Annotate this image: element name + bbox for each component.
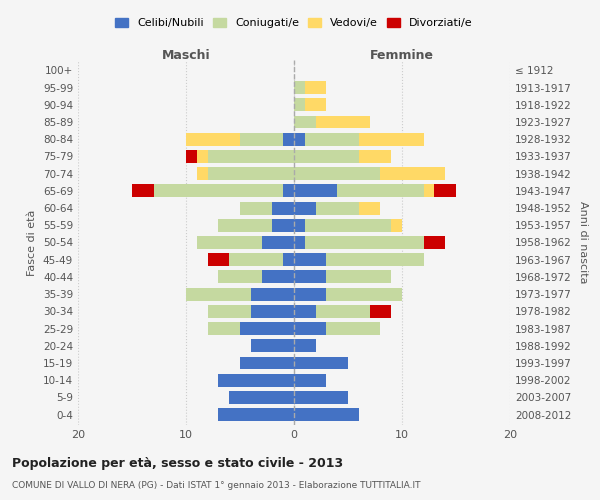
Legend: Celibi/Nubili, Coniugati/e, Vedovi/e, Divorziati/e: Celibi/Nubili, Coniugati/e, Vedovi/e, Di… <box>112 14 476 32</box>
Bar <box>359 202 380 214</box>
Bar <box>262 270 294 283</box>
Bar <box>294 356 348 370</box>
Bar <box>272 219 294 232</box>
Bar <box>240 202 272 214</box>
Bar <box>251 305 294 318</box>
Bar <box>305 219 391 232</box>
Bar <box>305 98 326 111</box>
Bar <box>294 81 305 94</box>
Bar <box>326 270 391 283</box>
Bar <box>208 254 229 266</box>
Bar <box>218 270 262 283</box>
Bar <box>294 374 326 386</box>
Bar <box>240 322 294 335</box>
Bar <box>359 132 424 145</box>
Text: COMUNE DI VALLO DI NERA (PG) - Dati ISTAT 1° gennaio 2013 - Elaborazione TUTTITA: COMUNE DI VALLO DI NERA (PG) - Dati ISTA… <box>12 481 421 490</box>
Bar <box>197 150 208 163</box>
Bar <box>283 184 294 198</box>
Bar <box>240 356 294 370</box>
Bar <box>316 202 359 214</box>
Bar <box>359 150 391 163</box>
Bar <box>229 391 294 404</box>
Bar <box>294 391 348 404</box>
Bar <box>294 116 316 128</box>
Bar <box>294 408 359 421</box>
Bar <box>305 132 359 145</box>
Bar <box>197 236 262 249</box>
Bar <box>186 288 251 300</box>
Bar <box>132 184 154 198</box>
Bar <box>208 322 240 335</box>
Bar <box>424 236 445 249</box>
Bar <box>154 184 283 198</box>
Text: Femmine: Femmine <box>370 48 434 62</box>
Bar <box>283 132 294 145</box>
Bar <box>294 288 326 300</box>
Bar <box>294 132 305 145</box>
Bar <box>294 270 326 283</box>
Bar <box>294 184 337 198</box>
Bar <box>218 374 294 386</box>
Bar <box>218 219 272 232</box>
Bar <box>391 219 402 232</box>
Bar <box>294 219 305 232</box>
Bar <box>316 305 370 318</box>
Bar <box>294 202 316 214</box>
Bar <box>294 150 359 163</box>
Bar <box>186 132 240 145</box>
Bar <box>294 305 316 318</box>
Bar <box>305 236 424 249</box>
Bar <box>294 236 305 249</box>
Bar <box>294 322 326 335</box>
Bar <box>186 150 197 163</box>
Text: Maschi: Maschi <box>161 48 211 62</box>
Bar <box>251 340 294 352</box>
Bar <box>240 132 283 145</box>
Bar <box>326 322 380 335</box>
Bar <box>262 236 294 249</box>
Bar <box>208 305 251 318</box>
Bar <box>208 167 294 180</box>
Bar <box>218 408 294 421</box>
Bar <box>294 167 380 180</box>
Y-axis label: Anni di nascita: Anni di nascita <box>578 201 588 284</box>
Bar <box>424 184 434 198</box>
Bar <box>294 254 326 266</box>
Bar <box>251 288 294 300</box>
Bar <box>197 167 208 180</box>
Bar <box>283 254 294 266</box>
Text: Popolazione per età, sesso e stato civile - 2013: Popolazione per età, sesso e stato civil… <box>12 458 343 470</box>
Bar <box>326 288 402 300</box>
Bar <box>208 150 294 163</box>
Bar <box>294 340 316 352</box>
Bar <box>370 305 391 318</box>
Bar <box>380 167 445 180</box>
Bar <box>272 202 294 214</box>
Y-axis label: Fasce di età: Fasce di età <box>28 210 37 276</box>
Bar <box>326 254 424 266</box>
Bar <box>434 184 456 198</box>
Bar <box>337 184 424 198</box>
Bar <box>316 116 370 128</box>
Bar <box>305 81 326 94</box>
Bar <box>229 254 283 266</box>
Bar <box>294 98 305 111</box>
